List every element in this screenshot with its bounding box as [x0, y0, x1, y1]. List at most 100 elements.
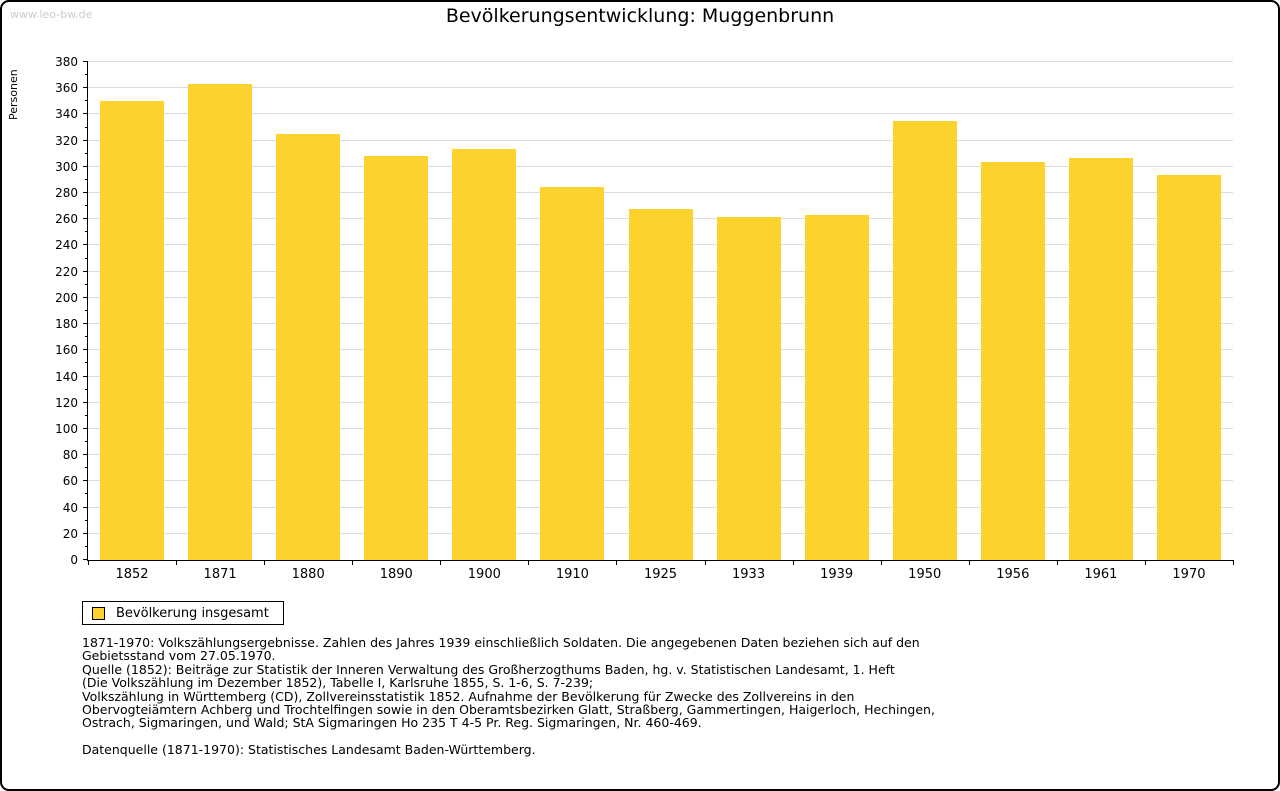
datasource-line: Datenquelle (1871-1970): Statistisches L…	[82, 741, 536, 757]
x-axis-tick-label: 1925	[643, 567, 678, 582]
legend-label: Bevölkerung insgesamt	[116, 605, 269, 621]
y-axis-tick-label: 0	[70, 553, 78, 567]
y-axis-minor-tick	[85, 310, 88, 311]
y-axis-tick	[83, 349, 88, 351]
bar	[804, 215, 869, 560]
x-axis-tick-label: 1890	[379, 567, 413, 582]
bar	[1068, 157, 1133, 560]
note-lines: 1871-1970: Volkszählungsergebnisse. Zahl…	[82, 636, 935, 730]
y-axis-minor-tick	[85, 493, 88, 495]
bar	[1156, 174, 1221, 560]
y-axis-tick-label: 200	[55, 290, 78, 305]
y-axis-tick-label: 240	[55, 238, 78, 253]
x-axis-tick-label: 1970	[1172, 567, 1206, 582]
y-axis-tick-label: 80	[62, 448, 78, 463]
y-axis-minor-tick	[85, 283, 88, 285]
x-axis-tick-label: 1933	[732, 567, 766, 582]
gridline	[88, 87, 1233, 89]
note-line: Ostrach, Sigmaringen, und Wald; StA Sigm…	[82, 715, 702, 731]
bar	[364, 156, 429, 560]
note-line: (Die Volkszählung im Dezember 1852), Tab…	[82, 675, 594, 691]
legend-swatch	[92, 606, 105, 620]
y-axis-tick	[83, 375, 88, 377]
y-axis-tick	[83, 165, 88, 167]
y-axis-tick	[83, 323, 88, 325]
x-axis-tick	[440, 560, 442, 565]
y-axis-minor-tick	[85, 74, 88, 76]
gridline	[88, 192, 1233, 194]
y-axis-tick	[83, 61, 88, 62]
x-axis-tick	[616, 560, 618, 565]
y-axis-tick-label: 380	[55, 55, 78, 69]
x-axis-tick-label: 1852	[115, 567, 149, 582]
y-axis-tick-label: 40	[62, 500, 78, 515]
y-axis-tick	[83, 87, 88, 89]
bar	[540, 186, 605, 560]
gridline	[88, 61, 1233, 62]
gridline	[88, 139, 1233, 141]
y-axis-minor-tick	[85, 545, 88, 547]
plot-area: 0 20 40 60 80 100 120 140 160 180 200 220 240 260 280 3…	[55, 55, 1234, 582]
y-axis-minor-tick	[85, 257, 88, 259]
note-line: Obervogteiämtern Achberg und Trochtelfin…	[82, 702, 935, 718]
y-axis-tick-label: 220	[55, 264, 78, 279]
y-axis-tick	[83, 139, 88, 141]
bar	[628, 208, 693, 560]
notes-block: 1871-1970: Volkszählungsergebnisse. Zahl…	[82, 636, 935, 757]
x-axis-tick	[528, 560, 530, 565]
bar	[892, 120, 957, 560]
y-axis-tick	[83, 559, 88, 560]
y-axis-tick	[83, 218, 88, 220]
x-axis-tick	[176, 560, 178, 565]
x-axis-tick-label: 1900	[467, 567, 501, 582]
gridline	[88, 113, 1233, 115]
y-axis-tick-label: 20	[62, 526, 78, 541]
note-line: 1871-1970: Volkszählungsergebnisse. Zahl…	[82, 635, 920, 650]
y-axis-tick-label: 180	[55, 317, 78, 332]
x-axis-tick-label: 1910	[555, 567, 589, 582]
y-axis-tick	[83, 401, 88, 403]
y-axis-tick	[83, 454, 88, 456]
y-axis-minor-tick	[85, 467, 88, 469]
y-axis-minor-tick	[85, 126, 88, 128]
y-axis-minor-tick	[85, 178, 88, 180]
y-axis-tick	[83, 506, 88, 508]
y-axis-minor-tick	[85, 519, 88, 521]
y-axis-tick-label: 260	[55, 212, 78, 227]
x-axis-tick	[1144, 560, 1146, 565]
gridline	[88, 165, 1233, 167]
bar	[188, 84, 253, 560]
y-axis-minor-tick	[85, 362, 88, 364]
x-axis-tick	[1233, 560, 1234, 565]
y-axis-label: Personen	[7, 69, 20, 120]
y-axis-tick-label: 120	[55, 395, 78, 410]
x-axis-tick	[1056, 560, 1058, 565]
x-axis-tick-label: 1950	[908, 567, 942, 582]
y-axis-minor-tick	[85, 336, 88, 338]
y-axis-minor-tick	[85, 388, 88, 390]
bar	[100, 101, 165, 560]
x-axis-tick	[704, 560, 706, 565]
y-axis-tick	[83, 244, 88, 246]
y-axis-minor-tick	[85, 414, 88, 416]
y-axis-minor-tick	[85, 231, 88, 233]
y-axis-minor-tick	[85, 441, 88, 443]
note-line: Volkszählung in Württemberg (CD), Zollve…	[82, 688, 855, 704]
y-axis-tick	[83, 480, 88, 482]
legend: Bevölkerung insgesamt	[82, 601, 284, 625]
note-line: Gebietsstand vom 27.05.1970.	[82, 648, 276, 664]
x-axis-tick-label: 1880	[291, 567, 325, 582]
bar	[452, 148, 517, 560]
y-axis-tick	[83, 192, 88, 194]
y-axis-minor-tick	[85, 100, 88, 102]
x-axis-tick	[792, 560, 794, 565]
note-line: Quelle (1852): Beiträge zur Statistik de…	[82, 661, 895, 677]
x-axis-tick-label: 1961	[1084, 567, 1118, 582]
chart-title: Bevölkerungsentwicklung: Muggenbrunn	[445, 5, 835, 27]
y-axis-tick-label: 280	[55, 186, 78, 201]
x-axis-tick	[880, 560, 882, 565]
bar	[980, 161, 1045, 560]
site-watermark: www.leo-bw.de	[10, 8, 93, 21]
y-axis-tick-label: 60	[62, 474, 78, 489]
